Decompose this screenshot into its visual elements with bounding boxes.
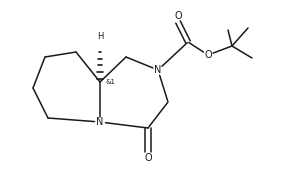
Text: O: O [174, 11, 182, 21]
Text: H: H [97, 32, 103, 41]
Text: N: N [96, 117, 104, 127]
Text: N: N [154, 65, 162, 75]
Text: O: O [204, 50, 212, 60]
Text: O: O [144, 153, 152, 163]
Text: &1: &1 [106, 79, 116, 85]
